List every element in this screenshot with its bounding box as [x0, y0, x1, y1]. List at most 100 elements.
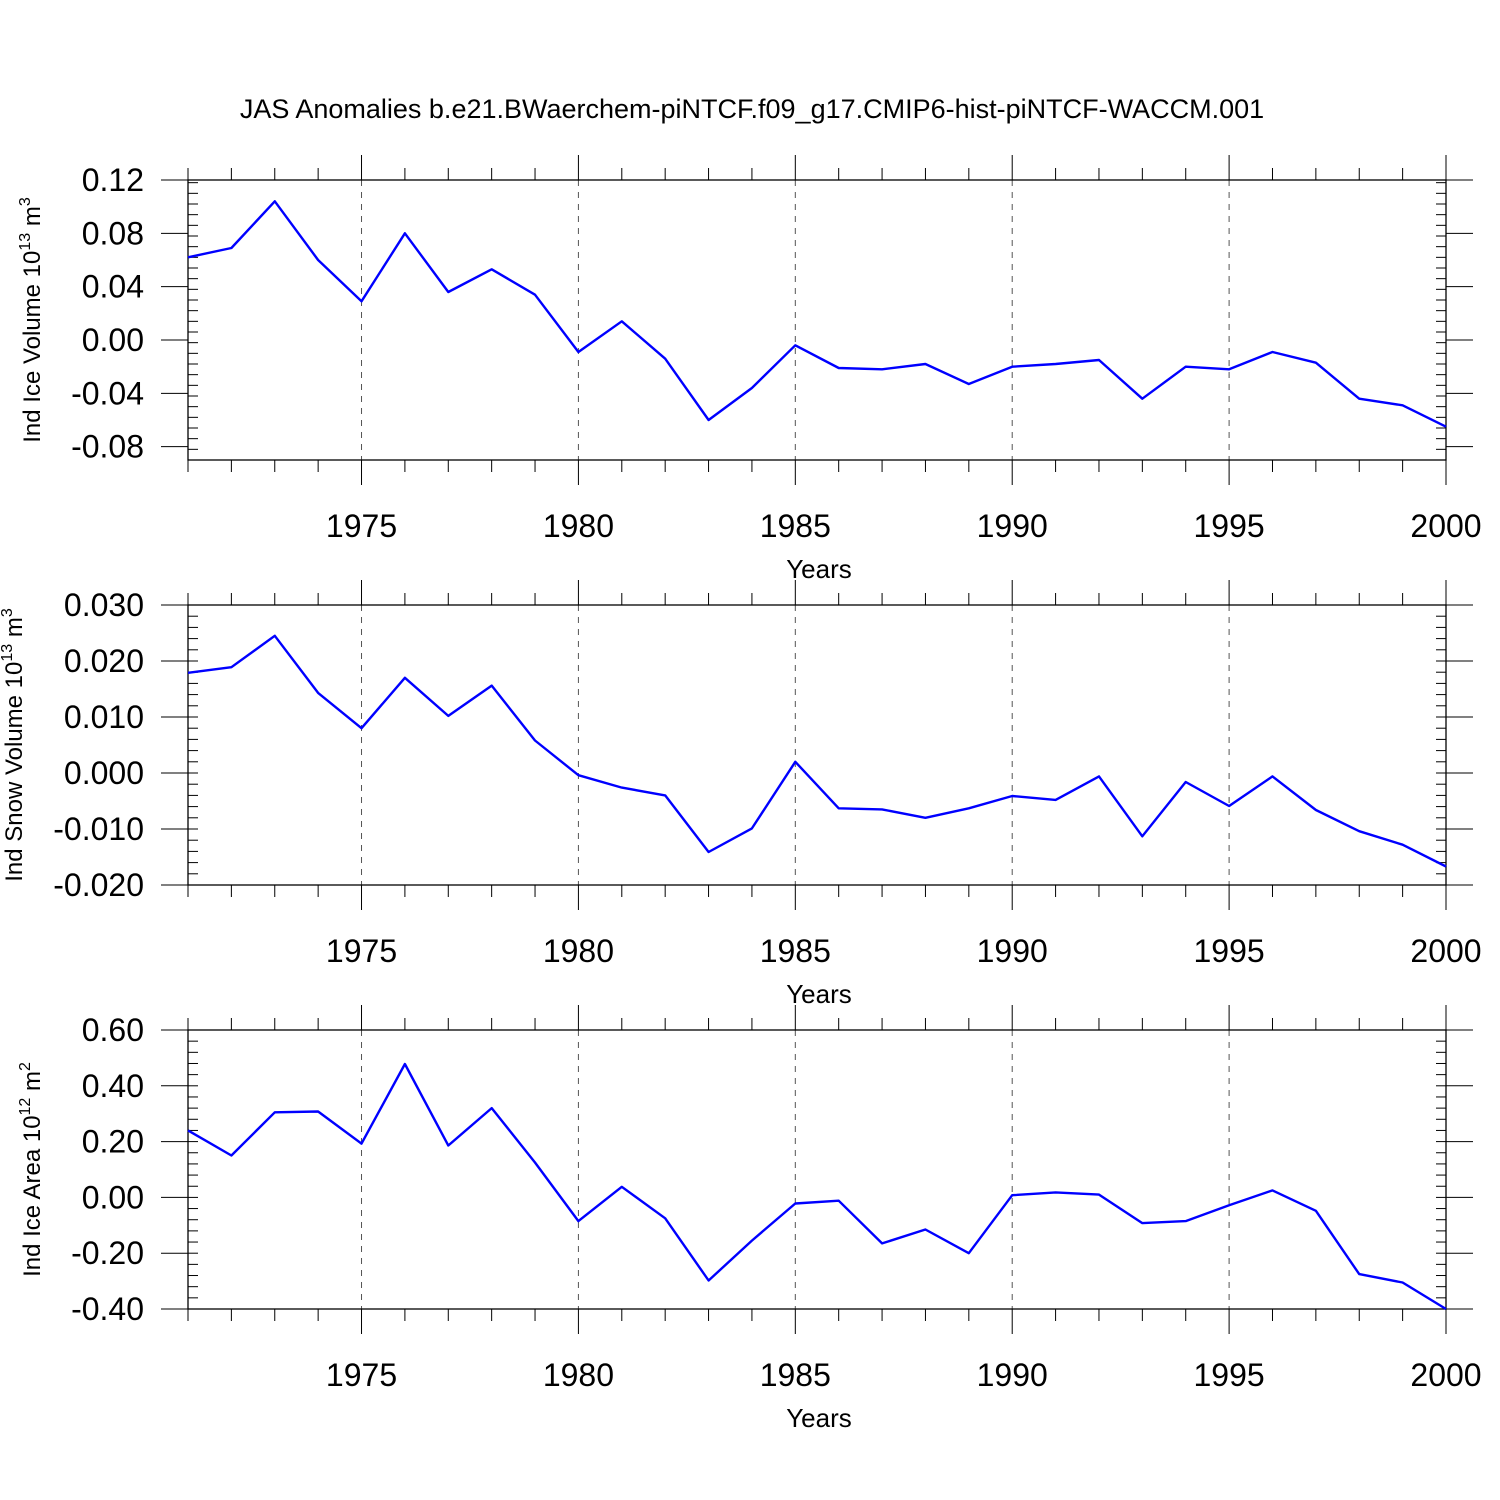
data-point: [1141, 397, 1143, 399]
y-axis-title-part: m: [19, 206, 46, 233]
data-point: [404, 1063, 406, 1065]
x-axis-title: Years: [786, 979, 852, 1009]
y-tick-label: 0.04: [82, 269, 144, 305]
data-point: [968, 1252, 970, 1254]
x-tick-label: 2000: [1410, 933, 1481, 969]
data-point: [924, 1228, 926, 1230]
data-point: [751, 1239, 753, 1241]
data-point: [1271, 775, 1273, 777]
data-point: [881, 368, 883, 370]
data-point: [1401, 404, 1403, 406]
series-line: [187, 200, 1447, 428]
data-point: [1315, 361, 1317, 363]
data-point: [1358, 397, 1360, 399]
data-point: [577, 774, 579, 776]
y-axis-title-sup: 13: [17, 233, 34, 251]
data-point: [1271, 1189, 1273, 1191]
data-point: [230, 666, 232, 668]
x-tick-label: 1995: [1194, 508, 1265, 544]
data-point: [1445, 865, 1447, 867]
data-point: [707, 851, 709, 853]
y-axis-title-sup: 13: [0, 644, 16, 662]
data-point: [1098, 359, 1100, 361]
data-point: [187, 1129, 189, 1131]
data-point: [447, 1144, 449, 1146]
y-tick-label: 0.12: [82, 162, 144, 198]
data-point: [447, 291, 449, 293]
data-point: [794, 344, 796, 346]
data-point: [490, 268, 492, 270]
panel-1: -0.08 -0.04 0.00 0.04 0.08 0.12 1975 1980 1985 19…: [17, 155, 1482, 584]
plot-frame: [187, 179, 1447, 461]
y-axis-title-sup: 3: [0, 608, 16, 617]
data-point: [447, 715, 449, 717]
data-point: [664, 357, 666, 359]
data-point: [187, 672, 189, 674]
data-point: [968, 807, 970, 809]
x-tick-label: 1990: [977, 508, 1048, 544]
data-point: [794, 761, 796, 763]
data-point: [1141, 1222, 1143, 1224]
data-point: [1228, 368, 1230, 370]
data-point: [404, 232, 406, 234]
data-point: [881, 1242, 883, 1244]
data-point: [1098, 775, 1100, 777]
x-tick-label: 2000: [1410, 1357, 1481, 1393]
data-point: [490, 1107, 492, 1109]
data-point: [1358, 830, 1360, 832]
data-point: [1185, 365, 1187, 367]
y-tick-label: -0.08: [71, 429, 144, 465]
data-point: [360, 300, 362, 302]
x-tick-label: 1980: [543, 1357, 614, 1393]
data-point: [1054, 363, 1056, 365]
chart-title: JAS Anomalies b.e21.BWaerchem-piNTCF.f09…: [240, 94, 1264, 124]
data-point: [317, 259, 319, 261]
x-tick-label: 1995: [1194, 1357, 1265, 1393]
data-point: [1445, 1308, 1447, 1310]
panel-2: -0.020 -0.010 0.000 0.010 0.020 0.030 1975 1980…: [0, 580, 1482, 1009]
data-point: [360, 727, 362, 729]
y-axis-title: Ind Snow Volume 1013 m3: [0, 608, 28, 882]
data-point: [621, 320, 623, 322]
y-tick-label: 0.00: [82, 1179, 144, 1215]
data-point: [837, 807, 839, 809]
data-point: [534, 293, 536, 295]
data-point: [1054, 1191, 1056, 1193]
data-point: [968, 383, 970, 385]
data-point: [751, 827, 753, 829]
series-line: [187, 634, 1447, 868]
plot-frame: [187, 604, 1447, 886]
data-point: [924, 817, 926, 819]
panels: -0.08 -0.04 0.00 0.04 0.08 0.12 1975 1980 1985 19…: [0, 155, 1482, 1433]
y-tick-label: 0.40: [82, 1068, 144, 1104]
data-point: [1011, 365, 1013, 367]
data-point: [1401, 1281, 1403, 1283]
data-point: [1185, 1220, 1187, 1222]
data-point: [707, 419, 709, 421]
y-axis-title-sup: 12: [17, 1098, 34, 1116]
data-point: [577, 351, 579, 353]
x-tick-label: 1990: [977, 1357, 1048, 1393]
x-tick-label: 1975: [326, 508, 397, 544]
data-point: [230, 1154, 232, 1156]
y-axis-title-part: m: [1, 617, 28, 644]
y-tick-label: 0.020: [64, 643, 144, 679]
x-tick-label: 2000: [1410, 508, 1481, 544]
data-point: [794, 1202, 796, 1204]
x-tick-label: 1975: [326, 933, 397, 969]
data-point: [360, 1142, 362, 1144]
data-point: [1315, 809, 1317, 811]
x-tick-label: 1985: [760, 933, 831, 969]
y-tick-label: 0.20: [82, 1124, 144, 1160]
y-tick-label: -0.04: [71, 375, 144, 411]
data-point: [1271, 351, 1273, 353]
y-tick-label: 0.08: [82, 215, 144, 251]
x-tick-label: 1990: [977, 933, 1048, 969]
data-point: [837, 1200, 839, 1202]
x-tick-label: 1985: [760, 1357, 831, 1393]
data-point: [490, 684, 492, 686]
x-tick-label: 1985: [760, 508, 831, 544]
series-line: [187, 1062, 1447, 1311]
x-axis-title: Years: [786, 554, 852, 584]
data-point: [751, 387, 753, 389]
